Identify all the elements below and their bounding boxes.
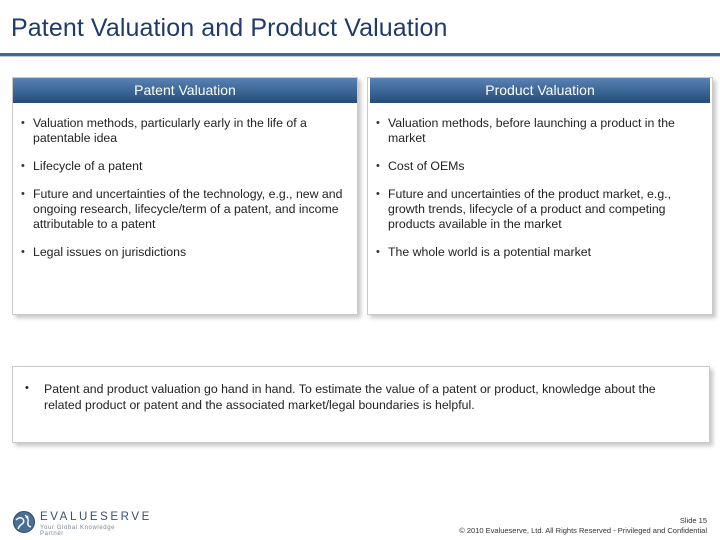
product-valuation-panel: Product Valuation • Valuation methods, be… bbox=[367, 77, 713, 315]
slide-number: Slide 15 bbox=[679, 516, 707, 525]
bullet-icon: • bbox=[376, 246, 380, 258]
bullet-icon: • bbox=[21, 160, 25, 172]
list-item: • Legal issues on jurisdictions bbox=[21, 245, 187, 259]
patent-valuation-heading: Patent Valuation bbox=[13, 78, 357, 103]
patent-valuation-list: • Valuation methods, particularly early i… bbox=[13, 116, 357, 273]
patent-valuation-panel: Patent Valuation • Valuation methods, par… bbox=[12, 77, 358, 315]
list-item: • Valuation methods, particularly early i… bbox=[21, 116, 307, 145]
list-item: • The whole world is a potential market bbox=[376, 245, 591, 259]
bullet-icon: • bbox=[21, 188, 25, 200]
list-item: • Future and uncertainties of the product… bbox=[376, 187, 671, 231]
bullet-icon: • bbox=[21, 246, 25, 258]
bullet-icon: • bbox=[376, 188, 380, 200]
product-valuation-list: • Valuation methods, before launching a p… bbox=[368, 116, 712, 273]
list-item: • Future and uncertainties of the technol… bbox=[21, 187, 343, 231]
logo-wordmark: EVALUESERVE bbox=[40, 511, 152, 523]
summary-text: Patent and product valuation go hand in … bbox=[44, 382, 656, 412]
bullet-icon: • bbox=[376, 117, 380, 129]
title-divider-thin bbox=[0, 56, 720, 57]
summary-box: • Patent and product valuation go hand i… bbox=[12, 366, 710, 443]
list-item: • Cost of OEMs bbox=[376, 159, 465, 173]
globe-icon bbox=[13, 511, 35, 533]
title-divider bbox=[0, 53, 720, 56]
product-valuation-heading: Product Valuation bbox=[370, 78, 710, 103]
list-item: • Lifecycle of a patent bbox=[21, 159, 143, 173]
bullet-icon: • bbox=[376, 160, 380, 172]
bullet-icon: • bbox=[25, 382, 29, 394]
evalueserve-logo: EVALUESERVE Your Global Knowledge Partne… bbox=[12, 510, 149, 537]
list-item: • Valuation methods, before launching a p… bbox=[376, 116, 675, 145]
copyright-notice: © 2010 Evalueserve, Ltd. All Rights Rese… bbox=[459, 526, 707, 535]
logo-tagline: Your Global Knowledge Partner bbox=[40, 525, 116, 537]
slide-title: Patent Valuation and Product Valuation bbox=[11, 14, 448, 42]
bullet-icon: • bbox=[21, 117, 25, 129]
